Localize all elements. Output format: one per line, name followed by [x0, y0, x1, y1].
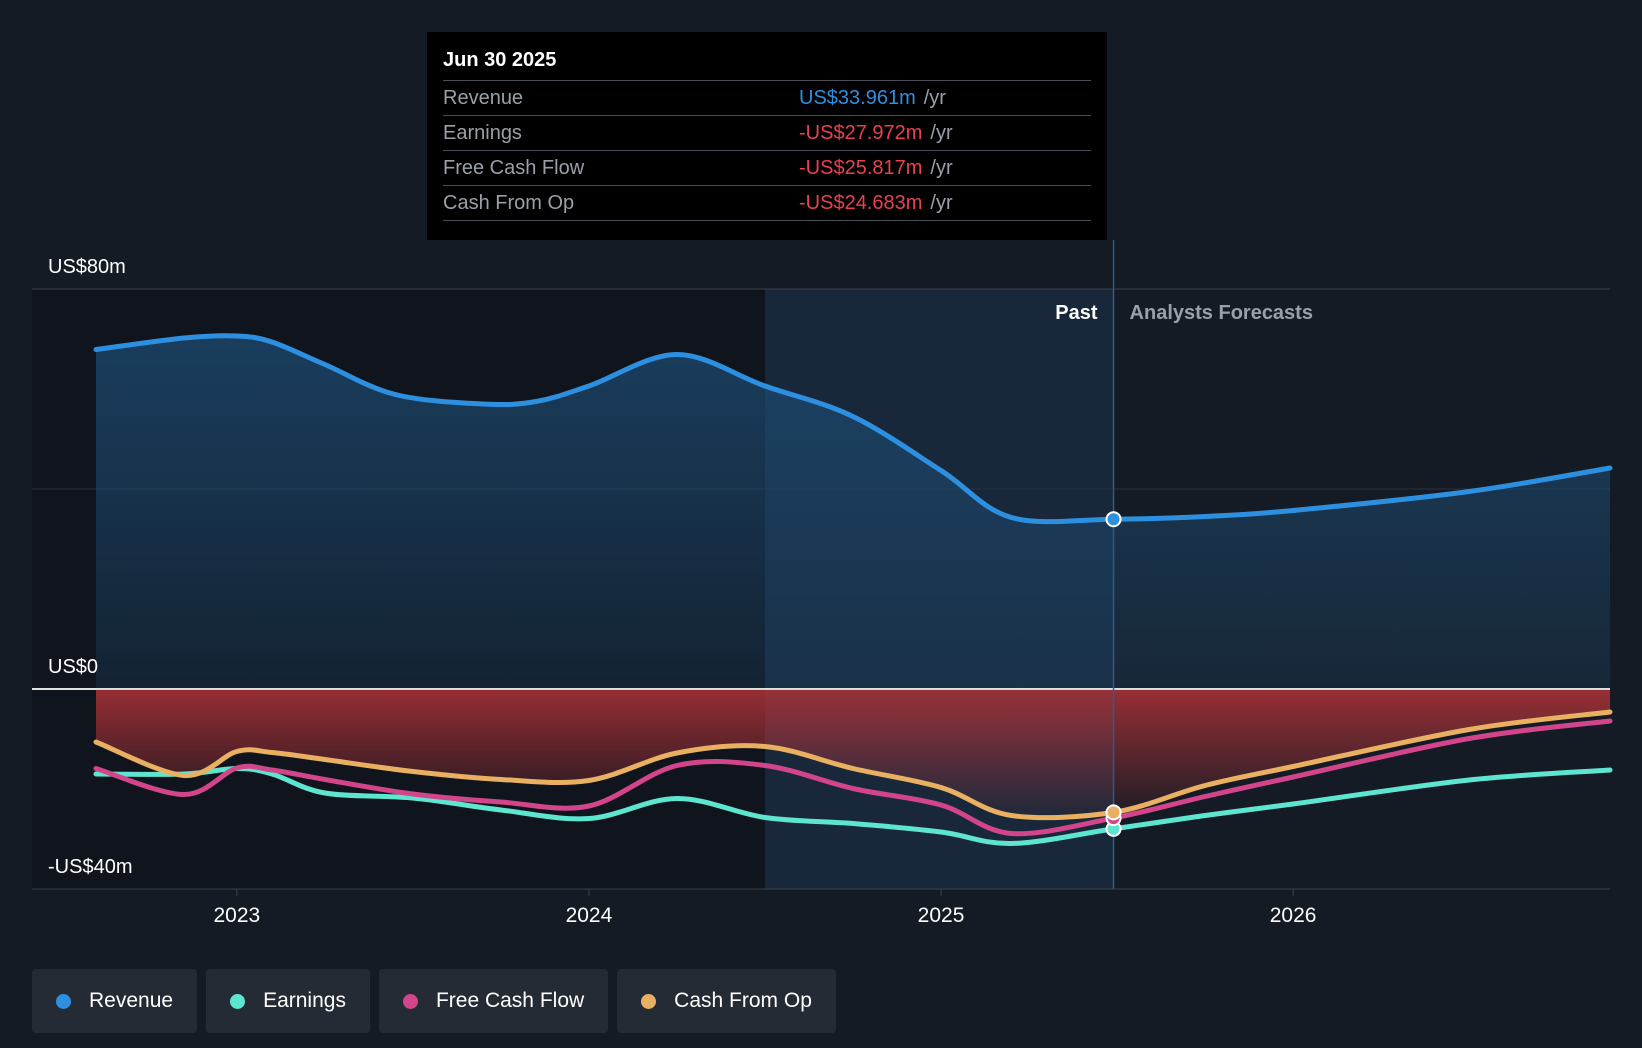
tooltip-unit: /yr — [923, 87, 946, 109]
legend-item-cash-from-op[interactable]: Cash From Op — [617, 969, 836, 1033]
legend-item-earnings[interactable]: Earnings — [206, 969, 370, 1033]
earnings-dot-icon — [230, 993, 246, 1009]
data-tooltip: Jun 30 2025 Revenue US$33.961m /yr Earni… — [427, 32, 1107, 240]
series-line-cash-from-op — [93, 709, 1613, 821]
tooltip-value-earnings: -US$27.972m — [799, 122, 923, 144]
free-cash-flow-dot-icon — [402, 993, 418, 1009]
negative-area — [96, 689, 1610, 818]
tooltip-row-free-cash-flow: Free Cash Flow -US$25.817m /yr — [443, 150, 1091, 185]
legend-label: Free Cash Flow — [435, 989, 585, 1012]
marker-revenue — [1105, 511, 1122, 528]
marker-cash-from-op — [1105, 804, 1122, 821]
tooltip-row-cash-from-op: Cash From Op -US$24.683m /yr — [443, 185, 1091, 221]
y-tick-label: US$0 — [48, 656, 98, 678]
series-line-earnings — [93, 765, 1613, 847]
tooltip-value-free-cash-flow: -US$25.817m — [799, 157, 923, 179]
revenue-dot-icon — [56, 993, 71, 1009]
series-line-free-cash-flow — [93, 718, 1613, 837]
y-tick-label: -US$40m — [48, 856, 132, 878]
legend-label: Revenue — [89, 989, 174, 1012]
past-label: Past — [1055, 302, 1098, 324]
tooltip-unit: /yr — [930, 192, 953, 214]
y-tick-label: US$80m — [48, 256, 126, 278]
x-tick-label: 2025 — [918, 904, 965, 927]
revenue-area — [96, 335, 1610, 689]
tooltip-value-revenue: US$33.961m — [799, 87, 916, 109]
tooltip-label: Earnings — [443, 122, 522, 144]
legend-label: Earnings — [263, 989, 346, 1012]
x-tick-label: 2023 — [213, 904, 260, 927]
chart-legend: Revenue Earnings Free Cash Flow Cash Fro… — [32, 969, 836, 1033]
tooltip-label: Cash From Op — [443, 192, 575, 214]
cash-from-op-dot-icon — [641, 993, 657, 1009]
legend-label: Cash From Op — [674, 989, 812, 1012]
tooltip-label: Revenue — [443, 87, 524, 109]
tooltip-date: Jun 30 2025 — [443, 49, 557, 71]
tooltip-row-earnings: Earnings -US$27.972m /yr — [443, 115, 1091, 150]
tooltip-row-revenue: Revenue US$33.961m /yr — [443, 80, 1091, 115]
series-line-revenue — [93, 333, 1613, 525]
legend-item-revenue[interactable]: Revenue — [32, 969, 198, 1033]
tooltip-unit: /yr — [930, 122, 953, 144]
x-tick-label: 2026 — [1270, 904, 1317, 927]
tooltip-unit: /yr — [930, 157, 953, 179]
x-tick-label: 2024 — [566, 904, 613, 927]
tooltip-label: Free Cash Flow — [443, 157, 585, 179]
tooltip-value-cash-from-op: -US$24.683m — [799, 192, 923, 214]
legend-item-free-cash-flow[interactable]: Free Cash Flow — [378, 969, 609, 1033]
forecast-label: Analysts Forecasts — [1130, 302, 1313, 324]
